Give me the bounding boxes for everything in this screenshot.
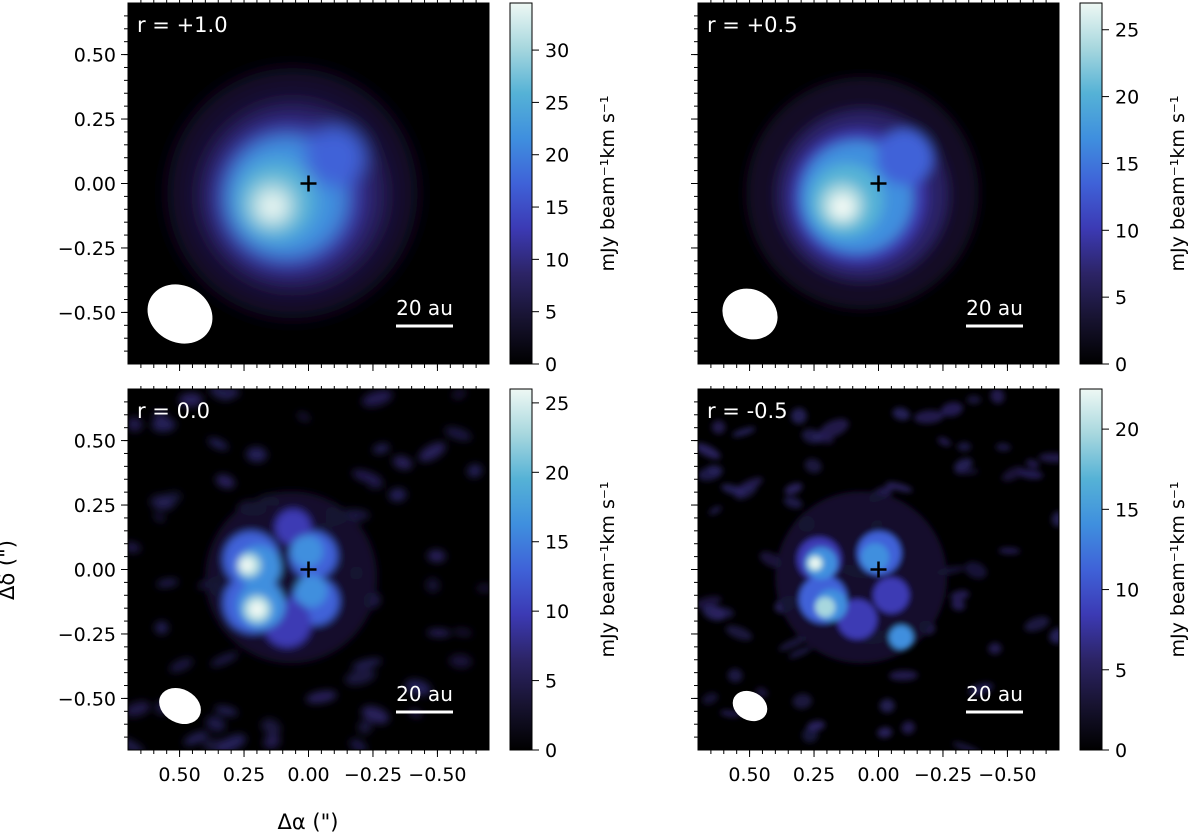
colorbar: 0 5 10 15 20 25 mJy beam⁻¹km s⁻¹ — [1079, 2, 1189, 376]
scale-bar-label: 20 au — [396, 682, 453, 706]
colorbar-tick-label: 30 — [545, 40, 569, 62]
colorbar-tick-label: 10 — [545, 601, 569, 623]
y-tick-label: 0.50 — [74, 431, 116, 453]
panel-4: 0.50 0.25 0.00 −0.25 −0.50 r = -0.5 20 au 0 5 10 1… — [691, 386, 1189, 786]
colorbar-label: mJy beam⁻¹km s⁻¹ — [1167, 95, 1189, 271]
colorbar-tick-label: 15 — [1115, 153, 1139, 175]
colorbar: 0 5 10 15 20 mJy beam⁻¹km s⁻¹ — [1079, 388, 1189, 762]
x-tick-label: −0.50 — [978, 764, 1036, 786]
scale-bar-label: 20 au — [966, 296, 1023, 320]
y-tick-label: 0.25 — [74, 495, 116, 517]
star-position-marker — [300, 561, 317, 578]
minor-ticks — [694, 386, 1047, 754]
colorbar-tick-label: 15 — [545, 197, 569, 219]
colorbar-label: mJy beam⁻¹km s⁻¹ — [597, 481, 619, 657]
emission-map — [746, 76, 979, 310]
colorbar-tick-label: 5 — [1115, 660, 1127, 682]
x-tick-label: −0.25 — [344, 764, 402, 786]
colorbar-tick-label: 25 — [1115, 20, 1139, 42]
colorbar-tick-label: 10 — [1115, 580, 1139, 602]
colorbar-tick-label: 20 — [545, 462, 569, 484]
colorbar-tick-label: 0 — [545, 740, 557, 762]
panel-label: r = +0.5 — [707, 13, 798, 37]
y-tick-label: −0.50 — [58, 302, 116, 324]
star-position-marker — [300, 175, 317, 192]
y-tick-label: 0.25 — [74, 109, 116, 131]
panels: 0.50 0.25 0.00 −0.25 −0.50 r = +1.0 20 au 0 5 10 1… — [58, 0, 1189, 786]
colorbar-gradient — [1079, 2, 1103, 365]
panel-label: r = 0.0 — [137, 399, 210, 423]
y-tick-label: 0.00 — [74, 560, 116, 582]
colorbar-tick-label: 0 — [1115, 354, 1127, 376]
colorbar-gradient — [509, 388, 533, 751]
colorbar: 0 5 10 15 20 25 mJy beam⁻¹km s⁻¹ — [509, 388, 619, 762]
y-tick-label: 0.50 — [74, 45, 116, 67]
colorbar-tick-label: 5 — [545, 302, 557, 324]
colorbar-tick-label: 20 — [1115, 87, 1139, 109]
emission-map — [167, 68, 418, 319]
minor-ticks — [124, 386, 477, 754]
colorbar-tick-label: 5 — [545, 671, 557, 693]
y-tick-label: −0.25 — [58, 238, 116, 260]
y-tick-label: 0.00 — [74, 174, 116, 196]
star-position-marker — [870, 561, 887, 578]
colorbar-tick-label: 0 — [545, 354, 557, 376]
colorbar-tick-label: 10 — [1115, 220, 1139, 242]
colorbar-gradient — [509, 2, 533, 365]
x-tick-label: 0.50 — [728, 764, 770, 786]
colorbar-tick-label: 25 — [545, 92, 569, 114]
x-tick-label: −0.25 — [914, 764, 972, 786]
colorbar-tick-label: 20 — [545, 145, 569, 167]
panel-1: 0.50 0.25 0.00 −0.25 −0.50 r = +1.0 20 au 0 5 10 1… — [58, 0, 619, 376]
x-tick-label: 0.25 — [793, 764, 835, 786]
colorbar-tick-label: 20 — [1115, 419, 1139, 441]
colorbar-gradient — [1079, 388, 1103, 751]
colorbar-label: mJy beam⁻¹km s⁻¹ — [1167, 481, 1189, 657]
beam-ellipse — [722, 288, 778, 340]
x-tick-label: 0.00 — [287, 764, 329, 786]
star-position-marker — [870, 175, 887, 192]
y-tick-label: −0.25 — [58, 624, 116, 646]
colorbar-tick-label: 15 — [1115, 499, 1139, 521]
x-tick-label: 0.50 — [158, 764, 200, 786]
colorbar-tick-label: 25 — [545, 393, 569, 415]
colorbar-tick-label: 15 — [545, 532, 569, 554]
x-tick-label: 0.25 — [223, 764, 265, 786]
colorbar-tick-label: 0 — [1115, 740, 1127, 762]
x-tick-label: −0.50 — [408, 764, 466, 786]
x-axis-label: Δα (") — [278, 810, 339, 834]
emission-map — [128, 389, 489, 750]
beam-ellipse — [159, 687, 201, 725]
colorbar: 0 5 10 15 20 25 30 mJy beam⁻¹km s⁻¹ — [509, 2, 619, 376]
colorbar-label: mJy beam⁻¹km s⁻¹ — [597, 95, 619, 271]
scale-bar-label: 20 au — [966, 682, 1023, 706]
colorbar-tick-label: 5 — [1115, 287, 1127, 309]
beam-ellipse — [147, 284, 213, 344]
y-tick-label: −0.50 — [58, 688, 116, 710]
panel-label: r = +1.0 — [137, 13, 228, 37]
panel-2: r = +0.5 20 au 0 5 10 15 20 25 mJy beam⁻¹km s⁻¹ — [691, 0, 1189, 376]
beam-ellipse — [732, 690, 768, 722]
emission-map — [698, 389, 1059, 750]
x-tick-label: 0.00 — [857, 764, 899, 786]
panel-label: r = -0.5 — [707, 399, 788, 423]
scale-bar-label: 20 au — [396, 296, 453, 320]
y-axis-label: Δδ (") — [0, 540, 19, 600]
colorbar-tick-label: 10 — [545, 249, 569, 271]
panel-3: 0.50 0.50 0.25 0.25 0.00 0.00 −0.25 −0.25 −0.50 −… — [58, 386, 619, 786]
